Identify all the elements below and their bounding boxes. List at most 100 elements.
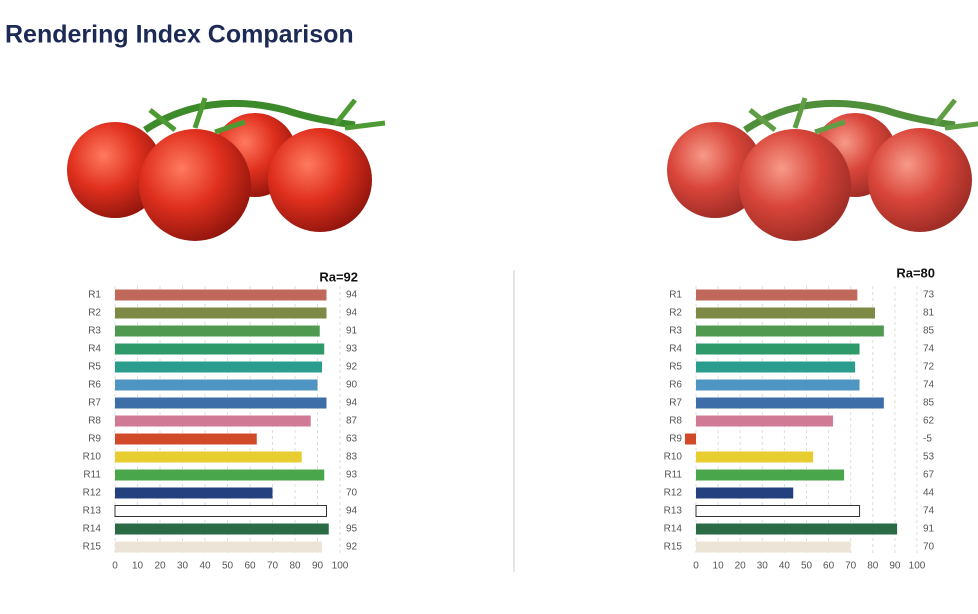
category-label: R15 [664,542,683,553]
value-label: 90 [346,380,358,391]
category-label: R10 [83,452,102,463]
x-tick-label: 20 [154,561,166,572]
bar [115,523,329,535]
bar [115,469,325,481]
category-label: R10 [664,452,683,463]
bar [696,523,898,535]
value-label: 70 [346,488,358,499]
tomato-photo [667,98,978,241]
bar [115,451,302,463]
x-tick-label: 40 [779,561,791,572]
value-label: 83 [346,452,358,463]
bar [696,307,876,319]
bar [696,289,858,301]
value-label: 91 [923,524,935,535]
category-label: R12 [83,488,102,499]
bar [115,361,322,373]
bar [115,433,257,445]
bar [684,433,696,445]
bar [115,487,273,499]
value-label: 87 [346,416,358,427]
value-label: 74 [923,506,935,517]
value-label: 92 [346,362,358,373]
bar [115,325,320,337]
bar [696,415,834,427]
category-label: R7 [669,398,682,409]
value-label: 85 [923,326,935,337]
x-tick-label: 70 [845,561,857,572]
value-label: 95 [346,524,358,535]
value-label: 62 [923,416,935,427]
bar [115,289,327,301]
category-label: R2 [88,308,101,319]
bar [115,343,325,355]
category-label: R9 [669,434,682,445]
x-tick-label: 90 [312,561,324,572]
value-label: 94 [346,398,358,409]
value-label: 85 [923,398,935,409]
category-label: R1 [88,290,101,301]
value-label: -5 [923,434,932,445]
category-label: R15 [83,542,102,553]
value-label: 70 [923,542,935,553]
bar [696,361,856,373]
x-tick-label: 30 [757,561,769,572]
category-label: R4 [669,344,682,355]
x-tick-label: 10 [713,561,725,572]
category-label: R6 [88,380,101,391]
bar [115,307,327,319]
bar [696,325,884,337]
category-label: R9 [88,434,101,445]
value-label: 92 [346,542,358,553]
x-tick-label: 0 [112,561,118,572]
category-label: R5 [88,362,101,373]
value-label: 73 [923,290,935,301]
tomato-photo [67,98,385,241]
value-label: 63 [346,434,358,445]
x-tick-label: 60 [823,561,835,572]
value-label: 91 [346,326,358,337]
value-label: 94 [346,290,358,301]
bar [115,415,311,427]
bar [696,541,851,553]
bar [696,451,814,463]
category-label: R4 [88,344,101,355]
x-tick-label: 80 [289,561,301,572]
value-label: 44 [923,488,935,499]
value-label: 67 [923,470,935,481]
value-label: 53 [923,452,935,463]
x-tick-label: 50 [222,561,234,572]
category-label: R3 [669,326,682,337]
category-label: R12 [664,488,683,499]
bar [696,469,845,481]
x-tick-label: 70 [267,561,279,572]
value-label: 74 [923,380,935,391]
bar [696,397,884,409]
category-label: R2 [669,308,682,319]
value-label: 74 [923,344,935,355]
value-label: 93 [346,344,358,355]
x-tick-label: 20 [735,561,747,572]
bar [115,541,322,553]
x-tick-label: 10 [132,561,144,572]
category-label: R6 [669,380,682,391]
value-label: 93 [346,470,358,481]
bar [696,487,794,499]
category-label: R14 [83,524,102,535]
category-label: R13 [83,506,102,517]
bar [696,379,860,391]
category-label: R5 [669,362,682,373]
bar [695,505,861,517]
bar [114,505,327,517]
x-tick-label: 40 [199,561,211,572]
x-tick-label: 50 [801,561,813,572]
value-label: 72 [923,362,935,373]
x-tick-label: 60 [244,561,256,572]
page-title: Rendering Index Comparison [5,21,354,49]
x-tick-label: 0 [693,561,699,572]
value-label: 94 [346,308,358,319]
category-label: R7 [88,398,101,409]
category-label: R11 [664,470,682,481]
category-label: R14 [664,524,683,535]
